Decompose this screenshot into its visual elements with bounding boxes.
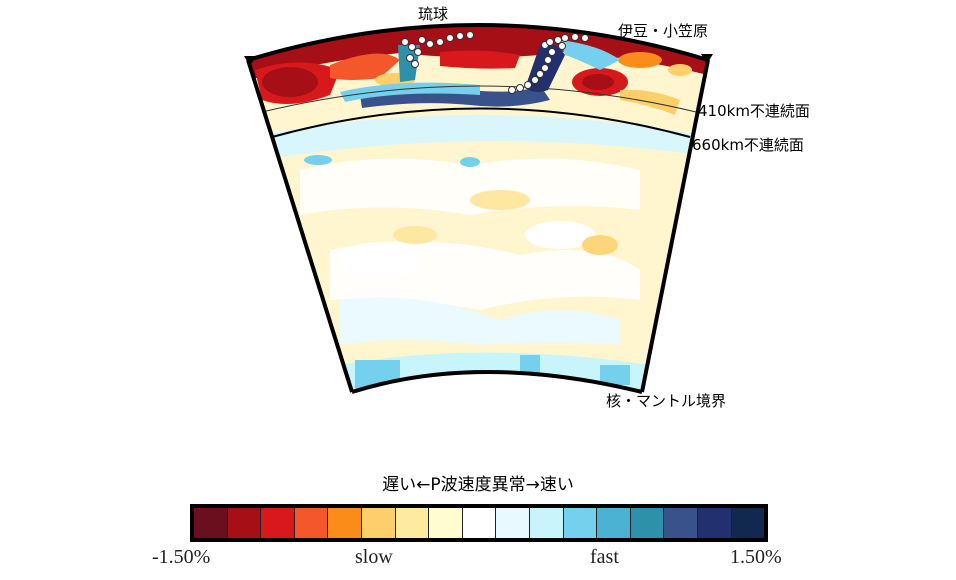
colorbar-swatch: [462, 508, 497, 538]
colorbar-swatch: [529, 508, 564, 538]
label-410km-discontinuity: 410km不連続面: [698, 102, 810, 120]
section-outline: [247, 23, 709, 62]
label-660km-discontinuity: 660km不連続面: [692, 136, 804, 154]
colorbar-swatch: [597, 508, 631, 538]
colorbar-swatch: [664, 508, 698, 538]
right-endpoint-marker: [701, 54, 713, 64]
colorbar-swatch: [194, 508, 228, 538]
velocity-anomaly-field: [248, 25, 708, 392]
discontinuity-410-line: [261, 85, 697, 113]
discontinuity-660-line: [271, 107, 691, 138]
colorbar-title: 遅い←P波速度異常→速い: [382, 475, 574, 495]
colorbar-swatch: [395, 508, 430, 538]
colorbar-swatch: [496, 508, 530, 538]
colorbar-swatch: [697, 508, 732, 538]
label-izu-bonin: 伊豆・小笠原: [618, 22, 709, 40]
colorbar-swatch: [563, 508, 598, 538]
colorbar-swatch: [630, 508, 665, 538]
colorbar-slow-label: slow: [355, 546, 393, 568]
label-core-mantle-boundary: 核・マントル境界: [606, 392, 727, 410]
colorbar-swatch: [429, 508, 463, 538]
colorbar-swatch: [731, 508, 765, 538]
colorbar-fast-label: fast: [590, 546, 619, 568]
colorbar-swatch: [294, 508, 329, 538]
colorbar-swatch: [261, 508, 295, 538]
label-ryukyu: 琉球: [418, 5, 449, 23]
mantle-tomography-cross-section: [244, 23, 713, 394]
colorbar-swatch: [227, 508, 262, 538]
left-endpoint-marker: [244, 56, 256, 66]
colorbar: [190, 504, 768, 542]
colorbar-max-label: 1.50%: [730, 546, 782, 568]
hypocenter-markers: [401, 31, 589, 94]
colorbar-swatch: [361, 508, 396, 538]
colorbar-min-label: -1.50%: [152, 546, 211, 568]
colorbar-swatch: [328, 508, 362, 538]
